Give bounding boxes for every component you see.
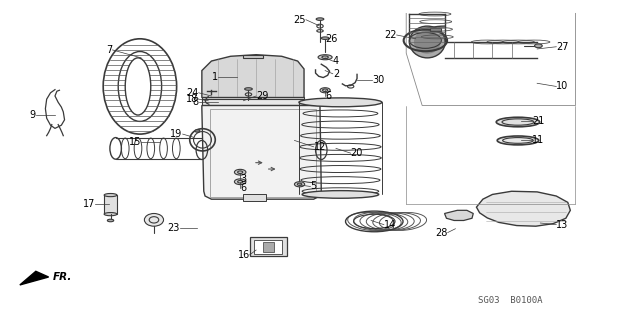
Polygon shape [202, 106, 321, 199]
Text: 16: 16 [237, 250, 250, 260]
Text: 10: 10 [556, 81, 568, 92]
Ellipse shape [318, 55, 332, 60]
Text: SG03  B0100A: SG03 B0100A [478, 296, 543, 305]
Text: 13: 13 [556, 219, 568, 230]
Text: 23: 23 [167, 223, 179, 233]
Text: 8: 8 [193, 97, 198, 107]
Text: 2: 2 [333, 69, 339, 79]
Ellipse shape [496, 117, 540, 127]
Ellipse shape [125, 58, 151, 115]
Ellipse shape [104, 194, 117, 197]
Ellipse shape [108, 219, 114, 222]
Text: 24: 24 [186, 88, 198, 98]
Ellipse shape [234, 179, 246, 185]
Text: 17: 17 [83, 199, 95, 209]
Text: 30: 30 [372, 75, 385, 85]
Bar [262, 242, 274, 252]
Text: 15: 15 [129, 137, 141, 147]
Bar [202, 97, 304, 100]
Ellipse shape [234, 169, 246, 175]
Ellipse shape [195, 130, 200, 132]
Text: 9: 9 [29, 110, 36, 120]
Polygon shape [20, 271, 49, 285]
Polygon shape [476, 191, 570, 226]
Text: 5: 5 [310, 182, 317, 191]
Ellipse shape [534, 44, 542, 48]
Text: 12: 12 [314, 142, 326, 152]
Bar [210, 109, 316, 197]
Text: 3: 3 [240, 174, 246, 183]
Text: 18: 18 [186, 94, 198, 104]
Text: 14: 14 [384, 219, 396, 230]
Ellipse shape [316, 18, 324, 20]
Text: 19: 19 [170, 129, 182, 139]
Text: 22: 22 [384, 30, 397, 40]
Bar [104, 195, 117, 214]
Bar [254, 240, 282, 254]
Text: 28: 28 [435, 227, 448, 238]
Text: 6: 6 [240, 183, 246, 193]
Text: 25: 25 [294, 15, 306, 25]
Ellipse shape [294, 182, 305, 187]
Text: 4: 4 [333, 56, 339, 66]
Polygon shape [202, 55, 304, 98]
Text: 20: 20 [351, 148, 363, 158]
Bar [430, 28, 442, 31]
Text: 27: 27 [556, 42, 569, 52]
Ellipse shape [410, 26, 445, 58]
Ellipse shape [299, 98, 382, 107]
Bar [250, 237, 287, 256]
Text: 11: 11 [532, 136, 544, 145]
Text: 6: 6 [325, 91, 332, 101]
Bar [243, 55, 262, 58]
Text: 26: 26 [325, 34, 337, 44]
Text: 7: 7 [106, 45, 113, 55]
Ellipse shape [497, 136, 539, 145]
Polygon shape [445, 210, 473, 220]
Text: 1: 1 [212, 72, 218, 82]
Ellipse shape [321, 37, 329, 40]
Ellipse shape [302, 191, 379, 198]
Ellipse shape [104, 212, 117, 216]
Bar [243, 195, 266, 201]
Text: FR.: FR. [53, 272, 72, 282]
Ellipse shape [320, 88, 330, 93]
Text: 29: 29 [256, 91, 269, 101]
Ellipse shape [415, 31, 440, 53]
Text: 21: 21 [532, 116, 545, 126]
Ellipse shape [244, 88, 252, 90]
Ellipse shape [145, 213, 164, 226]
Bar [202, 99, 304, 105]
